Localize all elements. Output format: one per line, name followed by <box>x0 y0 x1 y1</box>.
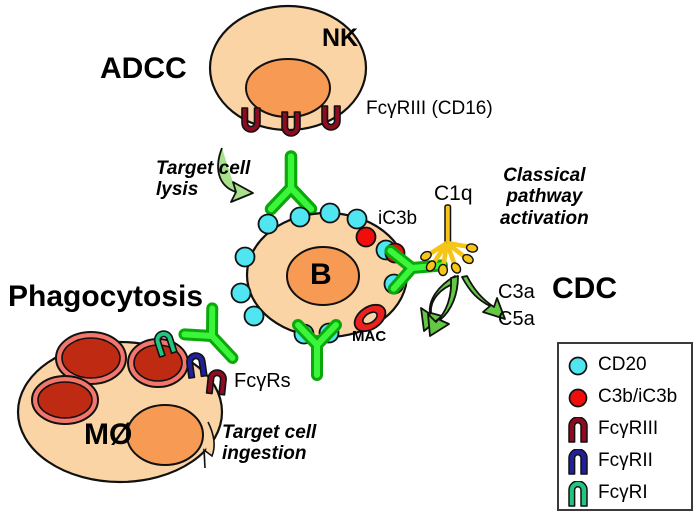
fcgriii-icon <box>567 417 589 443</box>
legend-item-fcgri: FcγRI <box>567 478 648 508</box>
legend-label-fcgri: FcγRI <box>598 482 648 503</box>
legend-item-fcgriii: FcγRIII <box>567 414 658 444</box>
legend: CD20 C3b/iC3b FcγRIII FcγRII FcγRI <box>557 342 693 511</box>
mac-pore <box>353 303 387 333</box>
antibody-phagocytosis-bridge <box>184 308 246 370</box>
macrophage-label: MØ <box>84 418 133 451</box>
legend-item-fcgrii: FcγRII <box>567 446 653 476</box>
legend-item-c3b: C3b/iC3b <box>567 382 677 412</box>
phagosomes <box>31 331 189 425</box>
heading-cdc: CDC <box>552 272 617 305</box>
fcgriii-cd16-label: FcγRIII (CD16) <box>366 98 493 119</box>
classical-pathway-label: Classical pathway activation <box>500 165 589 229</box>
heading-adcc: ADCC <box>100 52 187 85</box>
legend-label-fcgrii: FcγRII <box>598 450 653 471</box>
fcgri-icon <box>567 481 589 507</box>
macrophage-nucleus <box>126 404 204 466</box>
legend-label-cd20: CD20 <box>598 354 647 375</box>
nk-cell-group <box>208 4 368 132</box>
target-cell-ingestion-arrow <box>203 421 215 469</box>
c1q-label: C1q <box>434 182 473 205</box>
c3a-c5a-arrows <box>420 275 506 337</box>
legend-item-cd20: CD20 <box>567 350 647 380</box>
c1q-complex <box>420 204 479 277</box>
fcgrii-icon <box>567 449 589 475</box>
b-cell-label: B <box>310 258 332 291</box>
c3b-icon <box>567 385 589 409</box>
mac-label: MAC <box>352 328 387 345</box>
macrophage-group <box>16 331 224 484</box>
legend-label-fcgriii: FcγRIII <box>598 418 659 439</box>
ic3b-label: iC3b <box>378 208 418 229</box>
nk-cell-label: NK <box>322 24 359 52</box>
c3a-label: C3a <box>498 281 535 303</box>
target-cell-lysis-label: Target cell lysis <box>156 158 251 201</box>
antibody-nk-bridge <box>271 157 311 210</box>
fcgrs-label: FcγRs <box>234 370 291 392</box>
cd20-icon <box>567 353 589 377</box>
target-cell-lysis-arrow <box>217 147 254 203</box>
heading-phagocytosis: Phagocytosis <box>8 280 204 313</box>
b-cell-nucleus <box>286 246 360 306</box>
c5a-label: C5a <box>498 308 535 330</box>
target-cell-ingestion-label: Target cell ingestion <box>222 422 317 465</box>
legend-label-c3b: C3b/iC3b <box>598 386 678 407</box>
